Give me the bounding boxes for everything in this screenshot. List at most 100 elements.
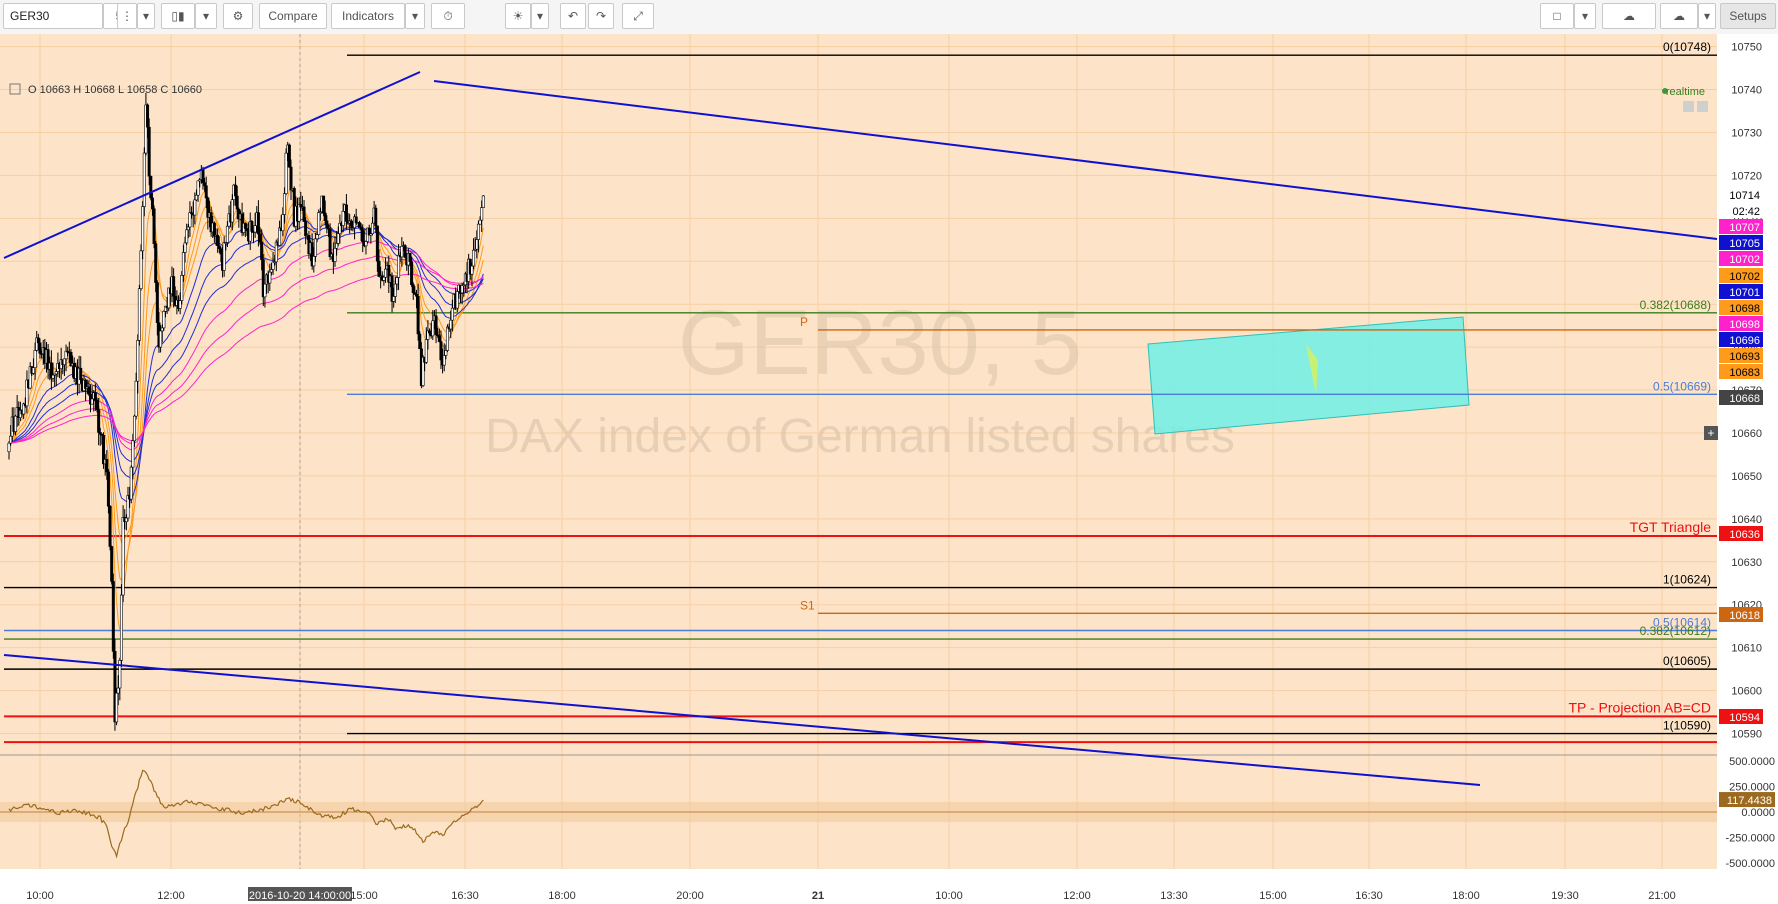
add-level-icon[interactable]: + bbox=[1707, 426, 1714, 440]
level-label: P bbox=[800, 315, 808, 329]
candle-body bbox=[115, 692, 119, 723]
oscillator-axis-label: -250.0000 bbox=[1725, 832, 1775, 844]
chart-area[interactable]: GER30, 5 DAX index of German listed shar… bbox=[0, 34, 1778, 903]
candle bbox=[131, 433, 135, 480]
price-badge bbox=[1719, 284, 1763, 299]
candle-body bbox=[263, 283, 267, 298]
candle bbox=[155, 280, 159, 336]
candle bbox=[289, 159, 293, 200]
oscillator-axis-label: -500.0000 bbox=[1725, 858, 1775, 870]
candle bbox=[181, 244, 185, 282]
candle-body bbox=[375, 225, 379, 262]
candle-body bbox=[124, 517, 128, 523]
candle-body bbox=[470, 265, 474, 275]
candle-body bbox=[392, 296, 396, 302]
time-axis-label: 10:00 bbox=[935, 890, 963, 901]
cloud-load-icon[interactable]: ☁ bbox=[1602, 3, 1656, 29]
candle bbox=[133, 414, 137, 447]
candle-body bbox=[256, 212, 260, 235]
candle-body bbox=[185, 229, 189, 244]
triangle-pattern[interactable] bbox=[1298, 334, 1318, 395]
fullscreen-icon[interactable]: ⤢ bbox=[622, 3, 654, 29]
price-axis-label: 10740 bbox=[1731, 85, 1762, 97]
candle-body bbox=[203, 182, 207, 187]
trendline-upper[interactable] bbox=[433, 80, 1718, 240]
redo-icon[interactable]: ↷ bbox=[588, 3, 614, 29]
caret-down-icon[interactable]: ▾ bbox=[195, 3, 217, 29]
price-axis-label: 10660 bbox=[1731, 428, 1762, 440]
price-badge bbox=[1719, 390, 1763, 405]
candle-body bbox=[278, 227, 282, 246]
chart-toolbar: GER30 5 ⋮ ▾ ▯▮ ▾ ⚙ Compare Indicators ▾ … bbox=[0, 0, 1778, 35]
candle bbox=[284, 148, 288, 196]
trendline-upper-left[interactable] bbox=[3, 71, 421, 259]
legend-close: 10660 bbox=[171, 84, 202, 96]
price-axis-label: 10590 bbox=[1731, 729, 1762, 741]
candle-body bbox=[234, 184, 238, 197]
candle bbox=[121, 505, 125, 603]
indicators-button[interactable]: Indicators bbox=[331, 3, 405, 29]
oscillator-badge-label: 117.4438 bbox=[1727, 795, 1772, 807]
candle-body bbox=[186, 226, 190, 231]
price-badge-label: 10698 bbox=[1729, 303, 1760, 315]
candle-body bbox=[408, 252, 412, 262]
candle-body bbox=[159, 330, 163, 348]
square-icon[interactable]: □ bbox=[1540, 3, 1574, 29]
candle-body bbox=[121, 517, 125, 596]
lightbulb-icon[interactable]: ☀ bbox=[505, 3, 531, 29]
candle bbox=[287, 143, 291, 168]
candle-body bbox=[137, 288, 141, 341]
caret-down-icon[interactable]: ▾ bbox=[1574, 3, 1596, 29]
symbol-input[interactable]: GER30 bbox=[3, 3, 103, 29]
consolidation-box[interactable] bbox=[1147, 316, 1470, 435]
candle bbox=[434, 309, 438, 344]
chart-svg[interactable]: GER30, 5 DAX index of German listed shar… bbox=[0, 34, 1778, 903]
candle-body bbox=[455, 291, 459, 309]
price-badge-label: 10636 bbox=[1729, 529, 1760, 541]
add-level-icon[interactable] bbox=[1704, 426, 1718, 440]
caret-down-icon[interactable]: ▾ bbox=[405, 3, 425, 29]
oscillator-axis-label: 500.0000 bbox=[1729, 756, 1775, 768]
price-badge bbox=[1719, 316, 1763, 331]
undo-icon[interactable]: ↶ bbox=[560, 3, 586, 29]
scale-toggle-icon[interactable] bbox=[1697, 101, 1708, 112]
compare-button[interactable]: Compare bbox=[259, 3, 327, 29]
realtime-label: realtime bbox=[1666, 86, 1705, 98]
caret-down-icon[interactable]: ▾ bbox=[1698, 3, 1716, 29]
cloud-save-icon[interactable]: ☁ bbox=[1660, 3, 1698, 29]
legend-toggle-icon[interactable] bbox=[9, 83, 21, 95]
ohlc-legend: O 10663 H 10668 L 10658 C 10660 bbox=[9, 83, 202, 96]
candle bbox=[139, 244, 143, 291]
setups-button[interactable]: Setups bbox=[1720, 3, 1776, 29]
candle-body bbox=[102, 435, 106, 465]
trendline-lower[interactable] bbox=[3, 654, 1481, 786]
candle-body bbox=[416, 295, 420, 335]
candle-body bbox=[201, 169, 205, 183]
caret-down-icon[interactable]: ▾ bbox=[531, 3, 549, 29]
more-icon[interactable]: ⋮ bbox=[117, 3, 137, 29]
gear-icon[interactable]: ⚙ bbox=[223, 3, 253, 29]
candle-body bbox=[393, 283, 397, 297]
candle-body bbox=[87, 386, 91, 395]
candles-icon[interactable]: ▯▮ bbox=[161, 3, 195, 29]
price-axis-label: 10720 bbox=[1731, 170, 1762, 182]
candle bbox=[445, 324, 449, 353]
price-badge-label: 10714 bbox=[1729, 190, 1760, 202]
candle-body bbox=[131, 440, 135, 468]
legend-open-label: O bbox=[28, 84, 37, 96]
candle-body bbox=[22, 403, 26, 415]
candle bbox=[442, 343, 446, 372]
candle bbox=[403, 244, 407, 259]
candle bbox=[147, 118, 151, 186]
candle-body bbox=[397, 254, 401, 278]
candle-body bbox=[225, 225, 229, 243]
candle-body bbox=[480, 207, 484, 221]
alert-icon[interactable]: ⏱ bbox=[431, 3, 465, 29]
price-badge bbox=[1719, 364, 1763, 379]
price-axis-label: 10600 bbox=[1731, 686, 1762, 698]
candle-body bbox=[119, 594, 123, 661]
candle bbox=[196, 180, 200, 202]
candle-body bbox=[322, 195, 326, 214]
caret-down-icon[interactable]: ▾ bbox=[137, 3, 155, 29]
scale-toggle-icon[interactable] bbox=[1683, 101, 1694, 112]
